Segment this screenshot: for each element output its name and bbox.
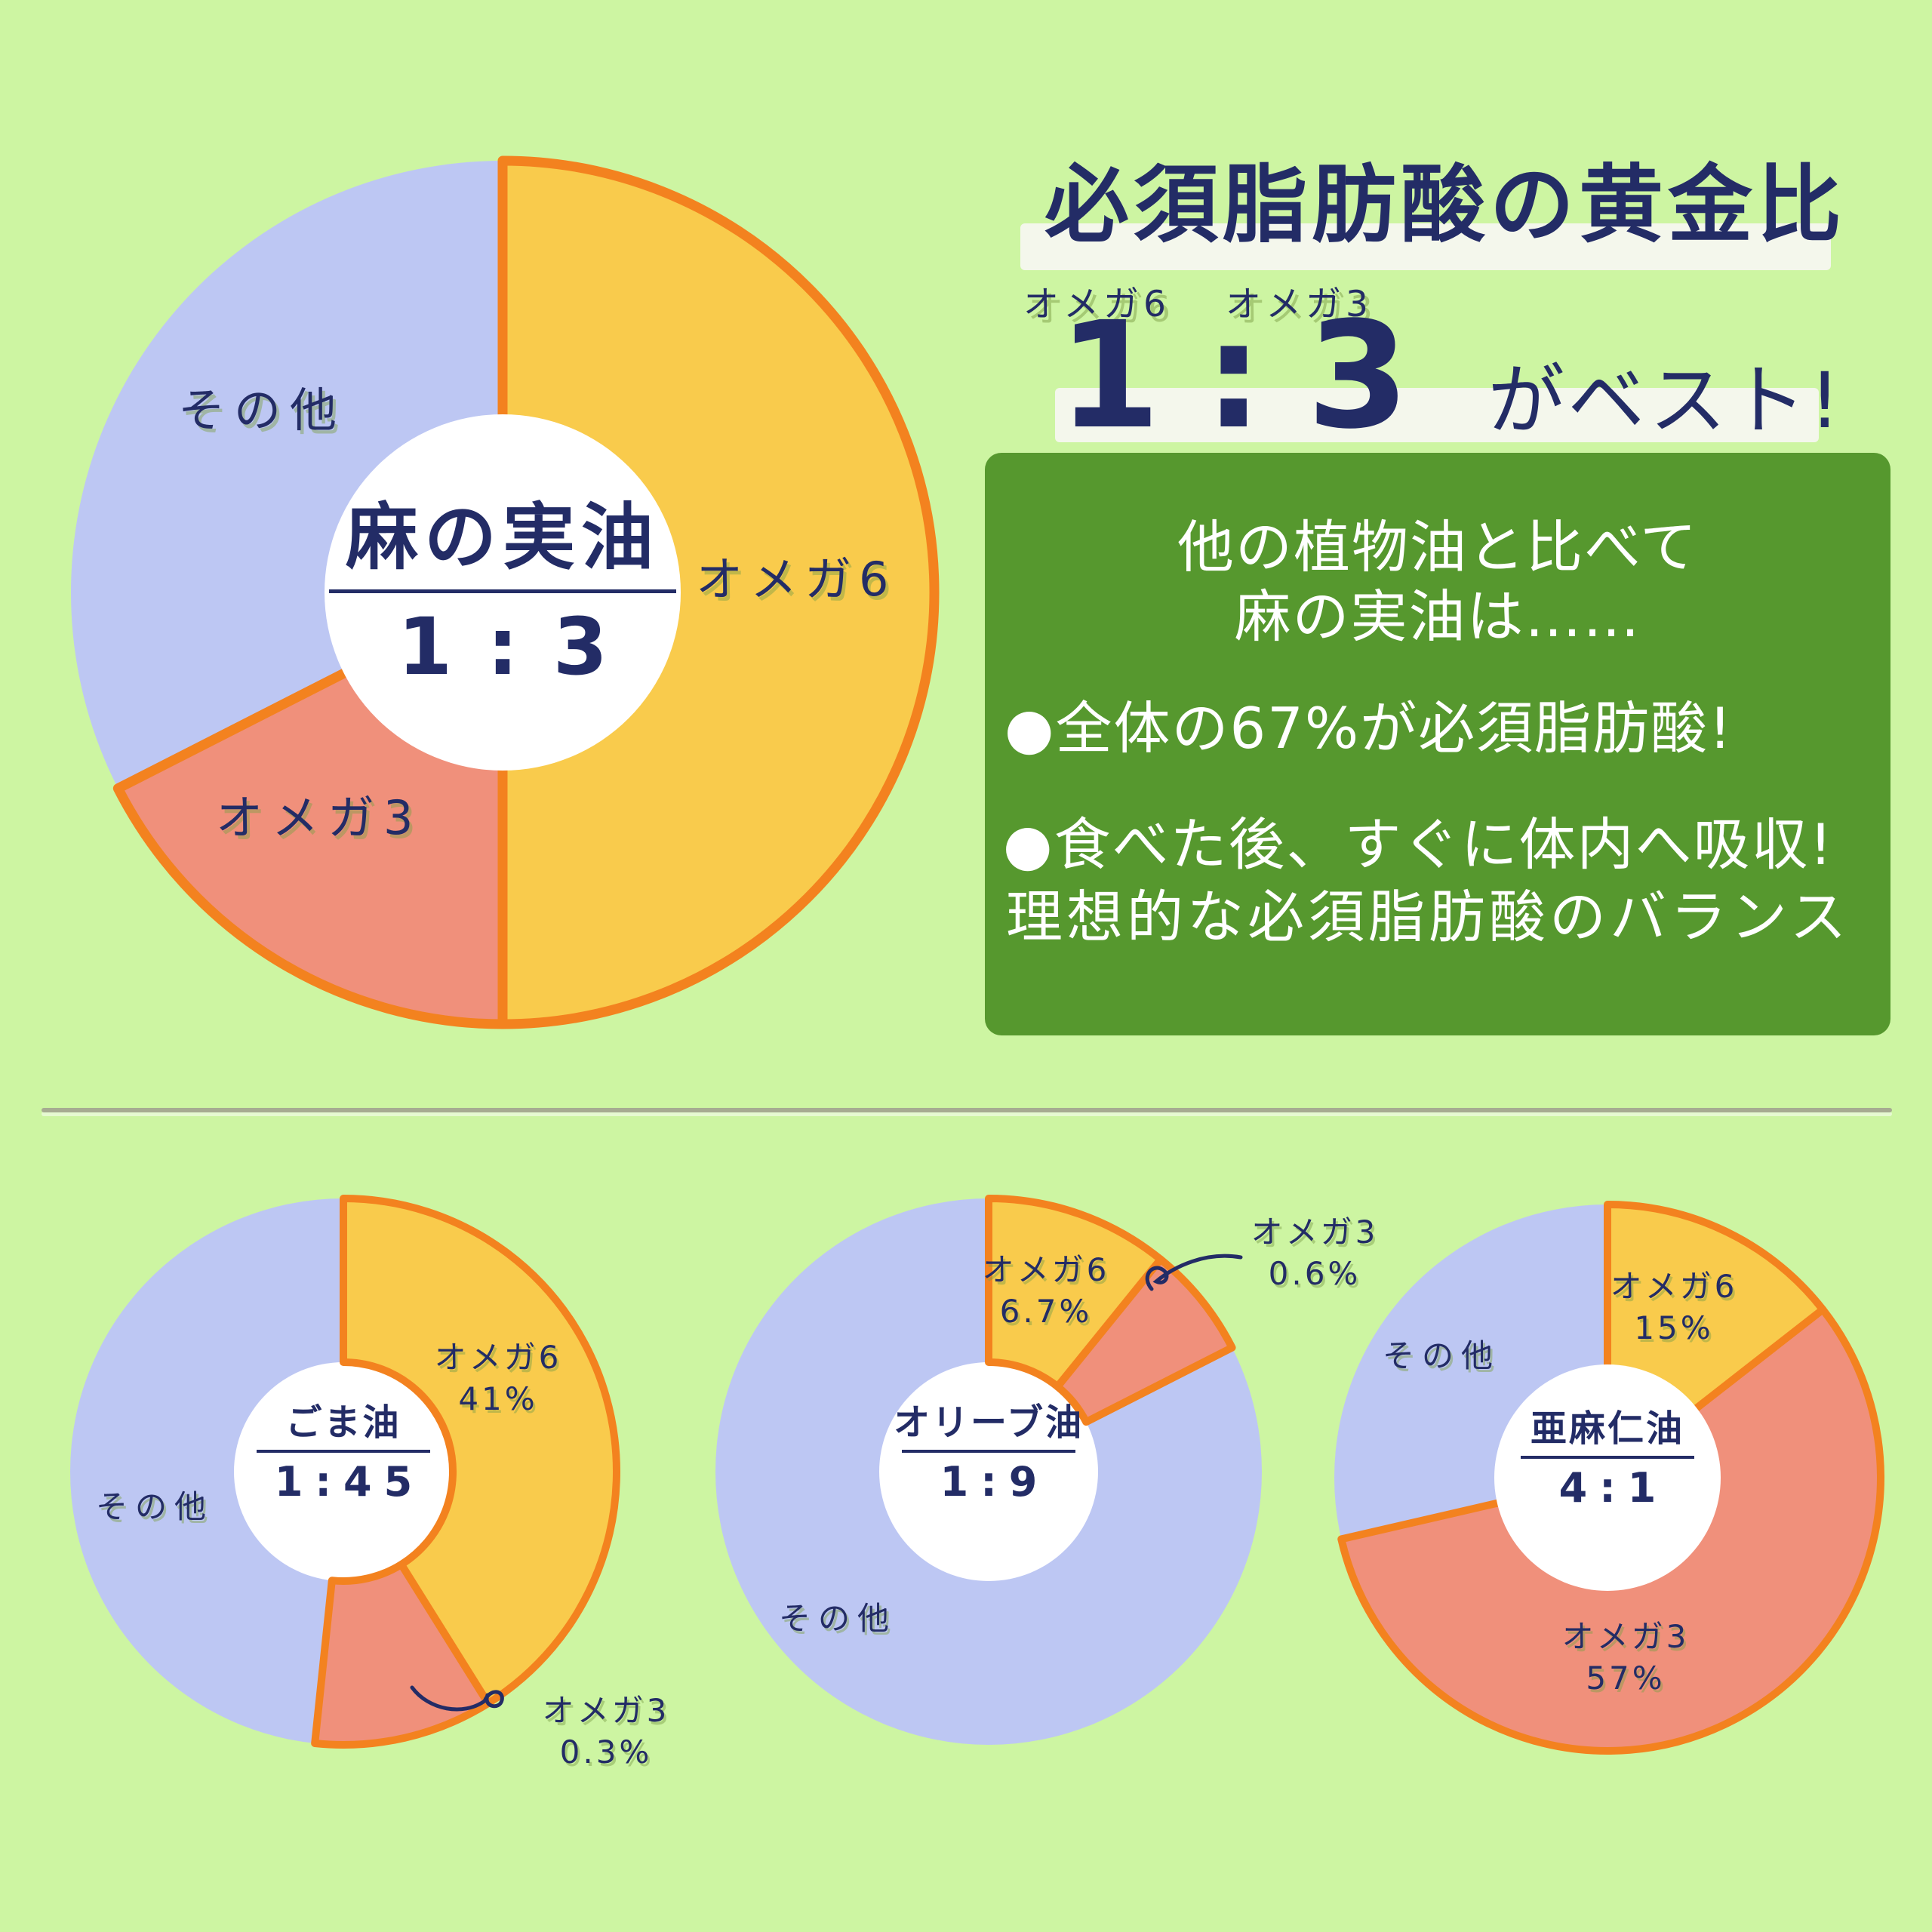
hemp-center-divider — [329, 589, 676, 594]
sesame-omega6-pct: 41% — [458, 1380, 538, 1417]
info-line-5: 理想的な必須脂肪酸のバランス — [1006, 884, 1850, 950]
sesame-center-divider — [257, 1450, 430, 1454]
golden-ratio-suffix: がベスト! — [1487, 356, 1844, 446]
hemp-label-omega6: オメガ6 — [696, 552, 897, 607]
golden-ratio-row: 1:3 がベスト! — [1058, 302, 1843, 449]
sesame-label-omega3: オメガ3 0.3% — [508, 1690, 704, 1773]
pie-olive-chart — [715, 1195, 1262, 1745]
ratio-highlight-band — [1055, 388, 1819, 442]
olive-donut-hole — [879, 1362, 1098, 1581]
olive-omega3-pct: 0.6% — [1268, 1254, 1361, 1292]
pie-sesame-oil: オメガ6 41% その他 オメガ3 0.3% ごま油 1:45 — [64, 1192, 666, 1770]
hemp-label-omega3: オメガ3 — [216, 790, 423, 845]
info-line-4: ●食べた後、すぐに体内へ吸収! — [1003, 811, 1834, 878]
hemp-ratio-value: 1:3 — [397, 601, 643, 694]
olive-omega6-pct: 6.7% — [999, 1292, 1093, 1330]
olive-slice-omega6 — [985, 1195, 1164, 1391]
hemp-oil-name: 麻の実油 — [346, 495, 660, 580]
sesame-slice-omega3 — [311, 1560, 492, 1749]
pie-flaxseed-oil: オメガ6 15% その他 オメガ3 57% 亜麻仁油 4:1 — [1328, 1198, 1887, 1757]
info-box: 他の植物油と比べて 麻の実油は…… ●全体の67%が必須脂肪酸! ●食べた後、す… — [985, 453, 1890, 1035]
info-line-3: ●全体の67%が必須脂肪酸! — [1004, 695, 1734, 761]
olive-center-divider — [902, 1450, 1075, 1454]
info-line-1: 他の植物油と比べて — [1177, 514, 1698, 580]
olive-center-label: オリーブ油 1:9 — [853, 1401, 1124, 1506]
hemp-slice-omega6 — [497, 155, 940, 1029]
flax-omega6-name: オメガ6 — [1610, 1268, 1738, 1305]
sesame-omega3-pct: 0.3% — [559, 1733, 653, 1770]
flax-oil-name: 亜麻仁油 — [1530, 1407, 1684, 1450]
sesame-center-label: ごま油 1:45 — [211, 1401, 475, 1506]
sesame-ratio-value: 1:45 — [274, 1458, 425, 1506]
pie-sesame-chart — [70, 1195, 620, 1749]
sesame-label-omega6: オメガ6 41% — [385, 1337, 611, 1420]
golden-ratio-value: 1:3 — [1058, 290, 1454, 461]
olive-omega3-name: オメガ3 — [1251, 1214, 1379, 1251]
flax-omega6-pct: 15% — [1634, 1309, 1714, 1346]
sesame-omega3-name: オメガ3 — [542, 1692, 670, 1729]
sesame-oil-name: ごま油 — [285, 1401, 401, 1444]
header-omega3-label: オメガ3 — [1226, 284, 1373, 325]
header-omega6-label: オメガ6 — [1023, 284, 1171, 325]
olive-oil-name: オリーブ油 — [893, 1401, 1084, 1444]
pie-hemp-oil: その他 オメガ6 オメガ3 麻の実油 1:3 — [65, 155, 940, 1030]
olive-slice-omega3 — [1054, 1255, 1236, 1426]
flax-ratio-value: 4:1 — [1558, 1464, 1669, 1512]
olive-omega6-name: オメガ6 — [982, 1251, 1110, 1288]
pie-olive-oil: オメガ6 6.7% オメガ3 0.6% その他 オリーブ油 1:9 — [709, 1192, 1375, 1751]
info-line-2: 麻の実油は…… — [1234, 583, 1641, 650]
olive-label-omega6: オメガ6 6.7% — [933, 1250, 1159, 1332]
flax-omega3-pct: 57% — [1586, 1659, 1666, 1697]
hemp-center-label: 麻の実油 1:3 — [276, 496, 729, 691]
olive-label-omega3: オメガ3 0.6% — [1201, 1212, 1428, 1294]
olive-omega3-callout-squiggle — [1145, 1254, 1243, 1291]
flax-center-label: 亜麻仁油 4:1 — [1475, 1407, 1740, 1512]
page-title: 必須脂肪酸の黄金比 — [1044, 156, 1846, 254]
sesame-omega6-name: オメガ6 — [434, 1339, 562, 1376]
flax-center-divider — [1521, 1456, 1694, 1460]
olive-ratio-value: 1:9 — [940, 1458, 1050, 1506]
flax-label-omega3: オメガ3 57% — [1512, 1617, 1739, 1699]
sesame-label-other: その他 — [96, 1488, 214, 1525]
flax-label-omega6: オメガ6 15% — [1561, 1266, 1787, 1349]
sesame-donut-hole — [234, 1362, 453, 1581]
flax-label-other: その他 — [1383, 1337, 1501, 1374]
sesame-slice-omega6 — [340, 1195, 620, 1707]
olive-label-other: その他 — [779, 1600, 897, 1637]
flax-omega3-name: オメガ3 — [1561, 1618, 1690, 1655]
sesame-omega3-callout-squiggle — [410, 1685, 504, 1712]
pie-flax-chart — [1334, 1201, 1884, 1755]
section-divider — [42, 1108, 1892, 1112]
flax-donut-hole — [1494, 1364, 1721, 1591]
hemp-label-other: その他 — [178, 383, 346, 438]
title-highlight-band — [1020, 223, 1831, 270]
